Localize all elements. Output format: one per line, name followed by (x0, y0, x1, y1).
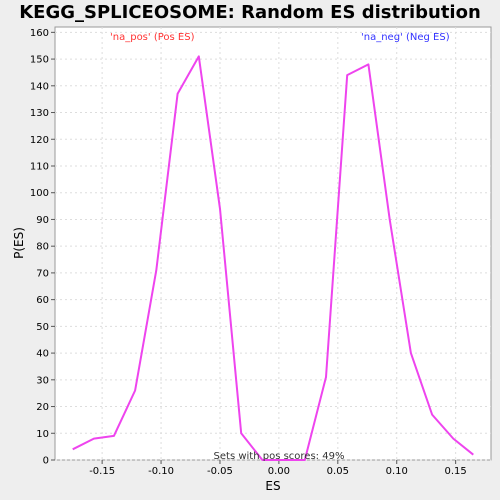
y-tick-label: 110 (30, 161, 49, 172)
x-axis-label: ES (265, 479, 280, 493)
y-tick-label: 160 (30, 28, 49, 39)
pos-scores-annotation: Sets with pos scores: 49% (214, 451, 345, 462)
axis-ticks: 0 10 20 30 40 50 60 70 80 90 100 110 120 130 140 150 160… (30, 28, 467, 477)
legend-pos-es: 'na_pos' (Pos ES) (110, 32, 195, 43)
y-tick-label: 0 (43, 456, 49, 467)
chart-title: KEGG_SPLICEOSOME: Random ES distribution (19, 2, 481, 23)
y-tick-label: 50 (36, 322, 49, 333)
x-tick-label: -0.10 (148, 466, 174, 477)
y-tick-label: 100 (30, 188, 49, 199)
y-axis-label: P(ES) (12, 227, 26, 259)
x-tick-label: 0.10 (386, 466, 408, 477)
x-tick-label: 0.15 (445, 466, 467, 477)
y-tick-label: 90 (36, 215, 49, 226)
x-tick-label: 0.00 (268, 466, 290, 477)
x-tick-label: 0.05 (327, 466, 349, 477)
grid-lines (55, 27, 491, 461)
x-tick-label: -0.05 (207, 466, 233, 477)
y-tick-label: 140 (30, 81, 49, 92)
series-layer (72, 55, 474, 461)
y-tick-label: 10 (36, 429, 49, 440)
y-tick-label: 130 (30, 108, 49, 119)
y-tick-label: 80 (36, 242, 49, 253)
y-tick-label: 60 (36, 295, 49, 306)
y-tick-label: 70 (36, 268, 49, 279)
y-tick-label: 30 (36, 375, 49, 386)
x-tick-label: -0.15 (89, 466, 115, 477)
y-tick-label: 40 (36, 349, 49, 360)
y-tick-label: 20 (36, 402, 49, 413)
plot-area (54, 26, 492, 461)
y-tick-label: 150 (30, 55, 49, 66)
es-distribution-line (72, 55, 474, 461)
legend-neg-es: 'na_neg' (Neg ES) (361, 32, 450, 43)
y-tick-label: 120 (30, 135, 49, 146)
